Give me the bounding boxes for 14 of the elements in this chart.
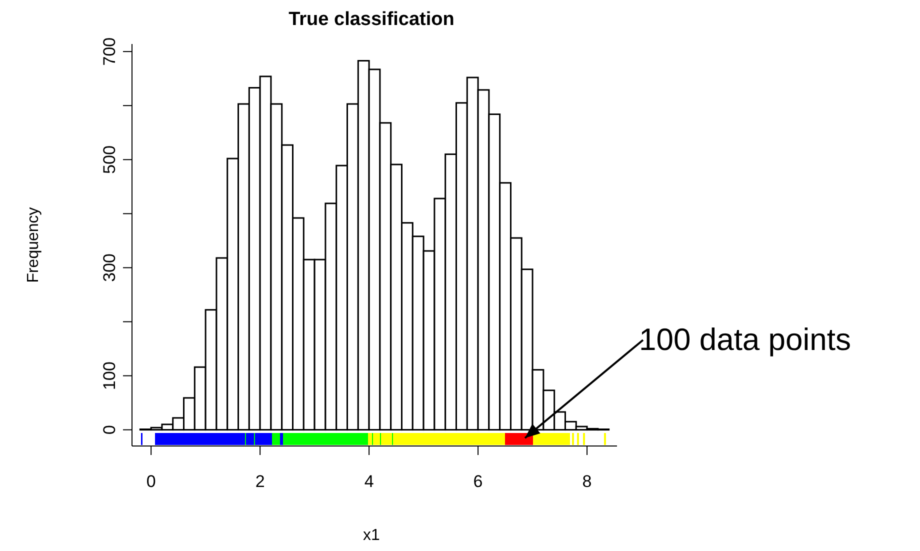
y-tick-label: 300 xyxy=(100,254,119,282)
x-tick-label: 0 xyxy=(146,472,156,491)
y-tick-label: 100 xyxy=(100,362,119,390)
x-tick-label: 6 xyxy=(473,472,483,491)
y-tick-label: 700 xyxy=(100,37,119,66)
x-tick-label: 2 xyxy=(255,472,265,491)
chart-title: True classification xyxy=(288,9,454,30)
x-tick-label: 4 xyxy=(364,472,374,491)
y-tick-label: 500 xyxy=(100,145,119,174)
text: 100 data points xyxy=(639,322,852,357)
x-tick-label: 8 xyxy=(582,472,592,491)
y-tick-label: 0 xyxy=(100,425,119,435)
x-axis-title: x1 xyxy=(363,527,380,544)
y-axis-title: Frequency xyxy=(25,207,42,283)
